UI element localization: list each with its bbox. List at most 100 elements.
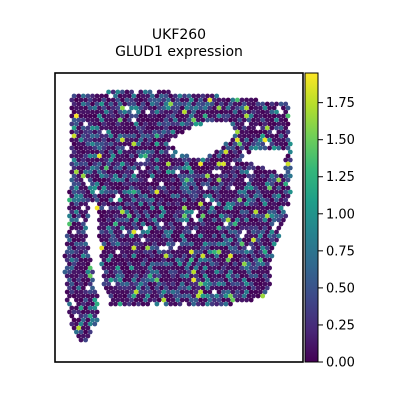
tissue-spot: [248, 257, 254, 263]
tissue-spot: [113, 141, 118, 147]
tissue-spot: [212, 113, 217, 119]
tissue-spot: [200, 93, 206, 99]
tissue-spot: [87, 129, 93, 135]
tissue-spot: [140, 173, 146, 179]
tissue-spot: [182, 165, 187, 171]
tissue-spot: [216, 217, 222, 223]
tissue-spot: [117, 125, 123, 131]
tissue-spot: [269, 237, 275, 243]
tissue-spot: [80, 277, 86, 283]
tissue-spot: [221, 145, 227, 151]
tissue-spot: [97, 177, 102, 183]
tissue-spot: [113, 213, 118, 219]
tissue-spot: [182, 93, 187, 99]
tissue-spot: [78, 265, 84, 271]
tissue-spot: [124, 281, 130, 287]
tissue-spot: [246, 133, 252, 139]
tissue-spot: [182, 181, 187, 187]
tissue-spot: [166, 209, 171, 215]
tissue-spot: [228, 205, 233, 211]
tissue-spot: [120, 185, 125, 191]
tissue-spot: [207, 281, 213, 287]
tissue-spot: [154, 133, 160, 139]
tissue-spot: [253, 233, 259, 239]
tissue-spot: [136, 197, 141, 203]
tissue-spot: [149, 261, 155, 267]
tissue-spot: [69, 281, 75, 287]
tissue-spot: [149, 109, 155, 115]
tissue-spot: [241, 133, 247, 139]
tissue-spot: [159, 285, 164, 291]
tissue-spot: [225, 97, 231, 103]
tissue-spot: [78, 97, 84, 103]
tissue-spot: [85, 277, 91, 283]
tissue-spot: [161, 145, 167, 151]
tissue-spot: [251, 125, 256, 131]
tissue-spot: [218, 197, 224, 203]
tissue-spot: [124, 225, 130, 231]
tissue-spot: [108, 157, 114, 163]
tissue-spot: [172, 149, 178, 155]
tissue-spot: [152, 225, 158, 231]
tissue-spot: [251, 141, 256, 147]
tissue-spot: [133, 177, 139, 183]
tissue-spot: [108, 141, 114, 147]
tissue-spot: [281, 217, 286, 223]
tissue-spot: [133, 273, 139, 279]
tissue-spot: [97, 225, 102, 231]
tissue-spot: [186, 237, 192, 243]
tissue-spot: [85, 197, 91, 203]
tissue-spot: [218, 189, 224, 195]
tissue-spot: [189, 209, 194, 215]
tissue-spot: [152, 273, 158, 279]
tissue-spot: [179, 129, 185, 135]
tissue-spot: [216, 233, 222, 239]
tissue-spot: [172, 293, 178, 299]
tissue-spot: [108, 197, 114, 203]
tissue-spot: [172, 269, 178, 275]
tissue-spot: [87, 329, 93, 335]
tissue-spot: [225, 113, 231, 119]
tissue-spot: [205, 277, 210, 283]
tissue-spot: [163, 229, 169, 235]
tissue-spot: [274, 197, 279, 203]
tissue-spot: [209, 165, 215, 171]
tissue-spot: [97, 121, 102, 127]
tissue-spot: [177, 237, 183, 243]
tissue-spot: [122, 197, 128, 203]
tissue-spot: [129, 89, 135, 95]
tissue-spot: [136, 181, 141, 187]
tissue-spot: [145, 237, 151, 243]
tissue-spot: [239, 177, 245, 183]
tissue-spot: [241, 293, 247, 299]
tissue-spot: [152, 209, 158, 215]
tissue-spot: [80, 157, 86, 163]
tissue-spot: [156, 297, 162, 303]
tissue-spot: [218, 229, 224, 235]
tissue-spot: [149, 157, 155, 163]
tissue-spot: [145, 269, 151, 275]
tissue-spot: [184, 217, 190, 223]
tissue-spot: [218, 253, 224, 259]
tissue-spot: [80, 269, 86, 275]
tissue-spot: [207, 273, 213, 279]
tissue-spot: [90, 293, 95, 299]
tissue-spot: [129, 145, 135, 151]
tissue-spot: [120, 129, 125, 135]
tissue-spot: [200, 221, 206, 227]
tissue-spot: [216, 113, 222, 119]
tissue-spot: [170, 201, 176, 207]
tissue-spot: [267, 225, 272, 231]
tissue-spot: [246, 181, 252, 187]
tissue-spot: [133, 289, 139, 295]
tissue-spot: [207, 193, 213, 199]
tissue-spot: [74, 113, 79, 119]
tissue-spot: [124, 97, 130, 103]
tissue-spot: [76, 237, 82, 243]
tissue-spot: [237, 189, 243, 195]
tissue-spot: [248, 273, 254, 279]
tissue-spot: [260, 293, 266, 299]
tissue-spot: [80, 133, 86, 139]
tissue-spot: [186, 189, 192, 195]
tissue-spot: [235, 265, 240, 271]
